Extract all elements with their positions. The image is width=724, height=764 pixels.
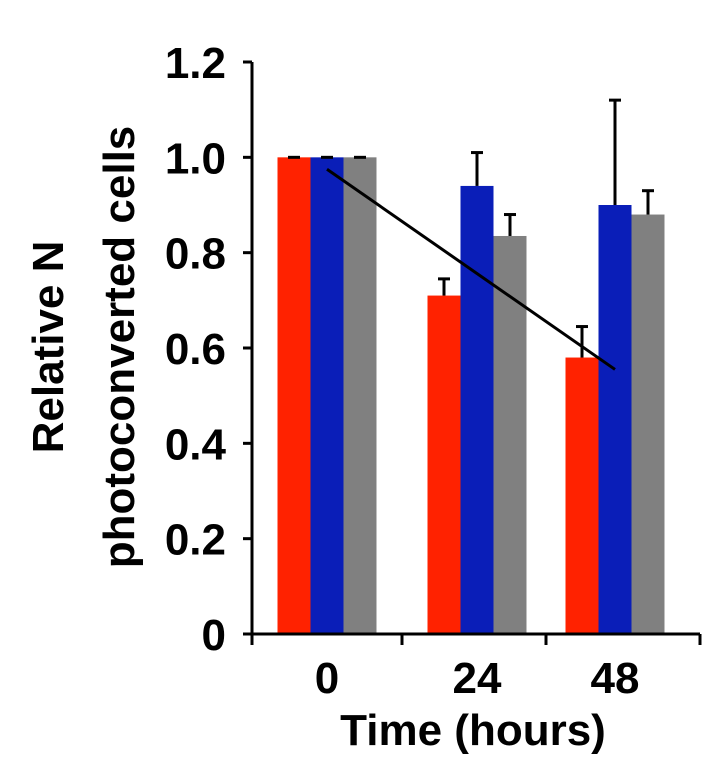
y-tick-labels: 0 0.2 0.4 0.6 0.8 1.0 1.2 [165,39,227,660]
trendline-layer [326,168,616,371]
axes-layer [243,60,702,645]
bar-series3-0 [343,157,377,635]
x-tick-label: 0 [315,654,339,703]
y-tick-label: 1.2 [165,39,226,88]
bar-series1-48 [565,357,599,634]
bar-series1-24 [427,295,461,634]
y-axis-title: Relative N photoconverted cells [24,126,144,569]
trendline [326,168,616,371]
bars-layer [277,157,665,635]
bar-series2-24 [460,185,494,634]
x-tick-label: 48 [591,654,640,703]
y-tick-label: 1.0 [165,134,226,183]
bar-series3-48 [631,214,665,635]
error-bars-layer [288,98,654,358]
x-tick-label: 24 [453,654,502,703]
y-axis-title-line2: photoconverted cells [95,126,144,569]
y-tick-label: 0.2 [165,516,226,565]
y-axis-title-line1: Relative N [24,241,73,454]
y-tick-label: 0.4 [165,420,227,469]
bar-series1-0 [277,157,311,635]
x-axis-title: Time (hours) [340,706,606,755]
bar-series2-0 [310,157,344,635]
bar-series2-48 [598,205,632,634]
y-tick-label: 0.6 [165,325,226,374]
y-tick-label: 0 [202,611,226,660]
y-tick-label: 0.8 [165,230,226,279]
x-tick-labels: 0 24 48 [315,654,640,703]
